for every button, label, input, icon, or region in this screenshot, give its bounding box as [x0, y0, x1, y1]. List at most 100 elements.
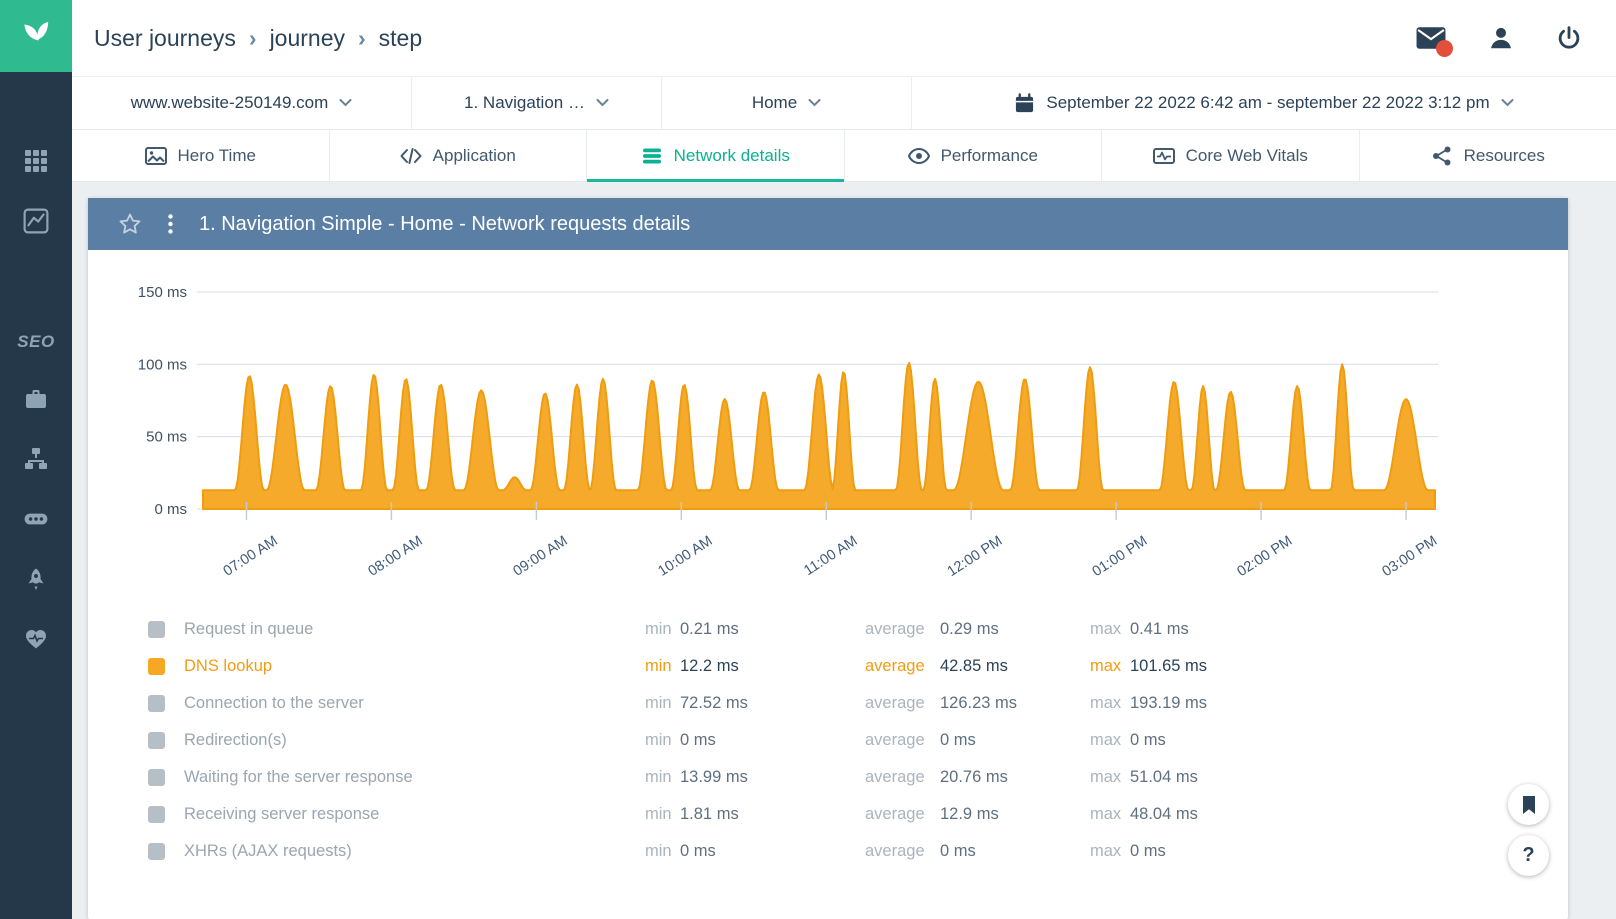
tab-hero-time[interactable]: Hero Time [72, 130, 329, 181]
legend-row-request-in-queue[interactable]: Request in queue min 0.21 ms average 0.2… [88, 611, 1568, 648]
eye-icon [907, 147, 930, 164]
min-label: min [645, 694, 672, 712]
favorite-star-icon[interactable] [118, 212, 142, 236]
content-area: 1. Navigation Simple - Home - Network re… [72, 182, 1616, 919]
journey-dropdown[interactable]: 1. Navigation … [412, 77, 662, 129]
average-label: average [865, 768, 925, 786]
chevron-right-icon: › [358, 24, 366, 51]
messages-envelope-icon[interactable] [1416, 26, 1453, 57]
svg-text:0 ms: 0 ms [154, 501, 187, 518]
series-label: DNS lookup [184, 657, 273, 675]
breadcrumb: User journeys › journey › step [94, 25, 422, 52]
app-logo[interactable] [0, 0, 72, 72]
series-swatch[interactable] [148, 621, 165, 638]
legend-row-receiving-response[interactable]: Receiving server response min 1.81 ms av… [88, 796, 1568, 833]
chevron-down-icon [596, 99, 609, 107]
leaf-logo-icon [17, 15, 55, 58]
max-value: 51.04 ms [1130, 768, 1198, 786]
step-dropdown-value: Home [751, 93, 798, 112]
max-label: max [1090, 657, 1122, 675]
max-value: 193.19 ms [1130, 694, 1208, 712]
series-swatch[interactable] [148, 732, 165, 749]
network-list-icon [642, 148, 661, 163]
legend-row-waiting-response[interactable]: Waiting for the server response min 13.9… [88, 759, 1568, 796]
sitemap-icon[interactable] [23, 446, 49, 472]
chevron-right-icon: › [248, 24, 257, 51]
tab-label: Core Web Vitals [1185, 145, 1308, 165]
max-label: max [1090, 694, 1122, 712]
bookmark-icon [1522, 795, 1535, 814]
max-label: max [1090, 805, 1122, 823]
filter-bar: www.website-250149.com 1. Navigation … H… [72, 76, 1616, 130]
network-requests-chart[interactable]: 0 ms 50 ms 100 ms 150 ms 07:00 AM 08:00 AM 09:… [88, 250, 1568, 595]
breadcrumb-step[interactable]: step [378, 24, 423, 51]
panel-header: 1. Navigation Simple - Home - Network re… [88, 198, 1568, 250]
breadcrumb-user-journeys[interactable]: User journeys [94, 24, 236, 51]
tab-network-details[interactable]: Network details [586, 130, 844, 182]
tab-performance[interactable]: Performance [843, 130, 1102, 181]
average-value: 20.76 ms [940, 768, 1008, 786]
average-value: 0 ms [940, 842, 976, 860]
series-swatch[interactable] [148, 695, 165, 712]
step-dropdown[interactable]: Home [662, 77, 912, 129]
svg-text:01:00 PM: 01:00 PM [1090, 533, 1151, 580]
average-value: 42.85 ms [940, 657, 1008, 675]
logout-power-icon[interactable] [1556, 25, 1582, 51]
min-label: min [645, 657, 672, 675]
min-value: 0 ms [680, 842, 716, 860]
svg-text:07:00 AM: 07:00 AM [221, 533, 281, 580]
date-range-picker[interactable]: September 22 2022 6:42 am - september 22… [912, 77, 1616, 129]
question-mark-icon: ? [1522, 844, 1535, 866]
legend-row-redirections[interactable]: Redirection(s) min 0 ms average 0 ms max… [88, 722, 1568, 759]
network-details-panel: 1. Navigation Simple - Home - Network re… [88, 198, 1568, 919]
series-swatch[interactable] [148, 769, 165, 786]
tab-label: Network details [673, 145, 790, 165]
server-hosting-icon[interactable] [23, 506, 49, 532]
sidebar-item-seo[interactable]: SEO [17, 332, 55, 351]
series-swatch[interactable] [148, 658, 165, 675]
min-value: 0.21 ms [680, 620, 739, 638]
user-account-icon[interactable] [1488, 25, 1514, 51]
legend-row-xhrs[interactable]: XHRs (AJAX requests) min 0 ms average 0 … [88, 833, 1568, 870]
series-label: Receiving server response [184, 805, 380, 823]
svg-text:12:00 PM: 12:00 PM [945, 533, 1006, 580]
briefcase-icon[interactable] [23, 386, 49, 412]
min-label: min [645, 842, 672, 860]
series-label: Redirection(s) [184, 731, 287, 749]
min-value: 12.2 ms [680, 657, 739, 675]
max-value: 0 ms [1130, 842, 1166, 860]
average-label: average [865, 805, 925, 823]
average-label: average [865, 731, 925, 749]
svg-text:02:00 PM: 02:00 PM [1234, 533, 1295, 580]
series-swatch[interactable] [148, 806, 165, 823]
panel-menu-icon[interactable] [168, 214, 173, 234]
analytics-chart-icon[interactable] [23, 208, 49, 234]
topbar: User journeys › journey › step [72, 0, 1616, 76]
legend-row-connection[interactable]: Connection to the server min 72.52 ms av… [88, 685, 1568, 722]
legend-row-dns-lookup[interactable]: DNS lookup min 12.2 ms average 42.85 ms … [88, 648, 1568, 685]
average-label: average [865, 657, 925, 675]
max-value: 48.04 ms [1130, 805, 1198, 823]
bookmark-button[interactable] [1508, 784, 1549, 825]
tab-core-web-vitals[interactable]: Core Web Vitals [1101, 130, 1359, 181]
min-value: 0 ms [680, 731, 716, 749]
breadcrumb-journey[interactable]: journey [269, 24, 345, 51]
tab-application[interactable]: Application [328, 130, 587, 181]
help-button[interactable]: ? [1508, 835, 1549, 876]
svg-text:03:00 PM: 03:00 PM [1379, 533, 1440, 580]
tab-label: Hero Time [177, 145, 256, 165]
series-label: Waiting for the server response [184, 768, 413, 786]
health-heart-icon[interactable] [23, 626, 49, 652]
average-label: average [865, 694, 925, 712]
max-value: 101.65 ms [1130, 657, 1208, 675]
min-label: min [645, 731, 672, 749]
min-value: 72.52 ms [680, 694, 748, 712]
apps-grid-icon[interactable] [23, 148, 49, 174]
series-swatch[interactable] [148, 843, 165, 860]
average-value: 126.23 ms [940, 694, 1018, 712]
journey-dropdown-value: 1. Navigation … [464, 93, 585, 112]
svg-text:100 ms: 100 ms [138, 356, 187, 373]
website-dropdown[interactable]: www.website-250149.com [72, 77, 412, 129]
rocket-icon[interactable] [23, 566, 49, 592]
tab-resources[interactable]: Resources [1358, 130, 1616, 181]
